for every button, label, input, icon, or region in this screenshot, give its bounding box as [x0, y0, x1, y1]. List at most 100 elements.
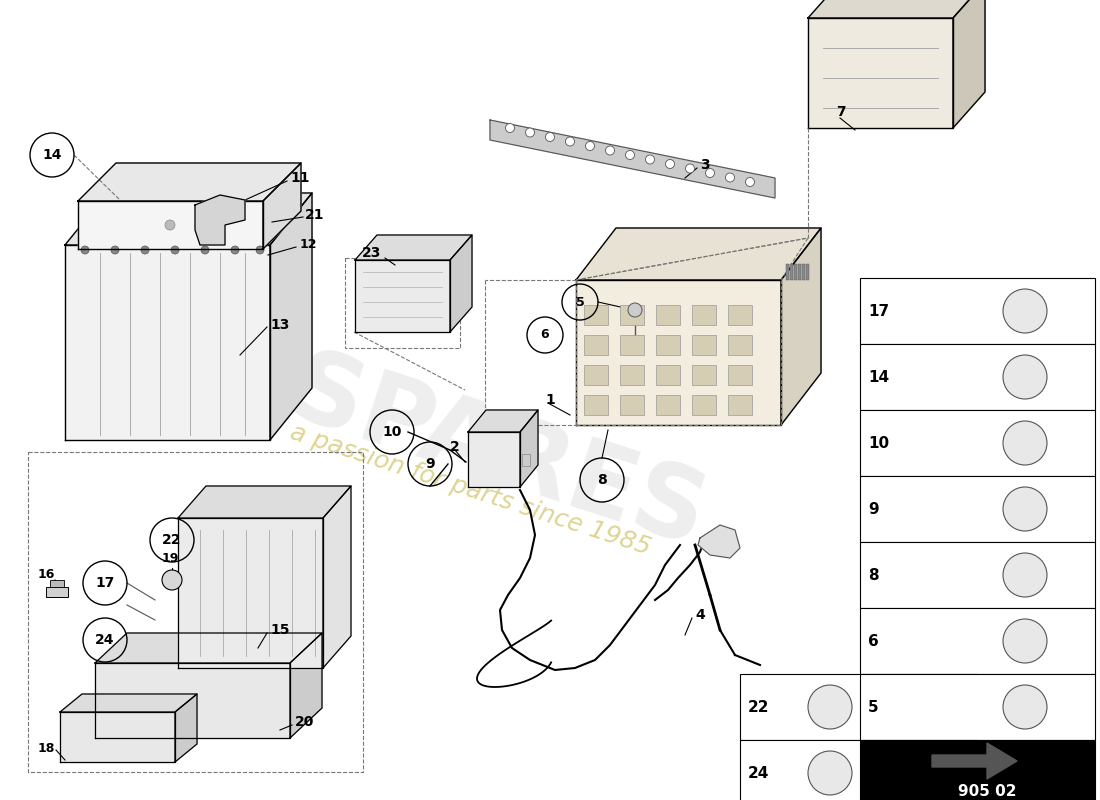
Bar	[620, 335, 644, 355]
Bar	[740, 674, 977, 740]
Text: 14: 14	[868, 370, 889, 385]
Circle shape	[585, 142, 594, 150]
Polygon shape	[290, 633, 322, 738]
Polygon shape	[95, 663, 290, 738]
Circle shape	[1003, 355, 1047, 399]
Bar	[656, 395, 680, 415]
Polygon shape	[490, 120, 776, 198]
Circle shape	[746, 178, 755, 186]
Bar	[28, 452, 363, 772]
Circle shape	[605, 146, 615, 155]
Polygon shape	[808, 18, 953, 128]
Bar	[860, 542, 1094, 608]
Polygon shape	[78, 163, 301, 201]
Circle shape	[565, 137, 574, 146]
Bar	[728, 365, 752, 385]
Polygon shape	[698, 525, 740, 558]
Text: 22: 22	[748, 699, 770, 714]
Text: 6: 6	[541, 329, 549, 342]
Bar	[728, 395, 752, 415]
Bar	[584, 305, 608, 325]
Bar	[692, 365, 716, 385]
Text: 905 02: 905 02	[958, 785, 1016, 799]
Circle shape	[705, 169, 715, 178]
Circle shape	[111, 246, 119, 254]
Text: 8: 8	[868, 567, 879, 582]
Polygon shape	[78, 201, 263, 249]
Bar	[584, 395, 608, 415]
Polygon shape	[195, 195, 245, 245]
Circle shape	[506, 123, 515, 133]
Polygon shape	[781, 228, 821, 425]
Text: 9: 9	[426, 457, 434, 471]
Circle shape	[646, 155, 654, 164]
Polygon shape	[808, 0, 984, 18]
Text: 6: 6	[868, 634, 879, 649]
Bar	[806, 264, 808, 280]
Bar	[728, 335, 752, 355]
Bar	[860, 674, 1094, 740]
Bar	[860, 344, 1094, 410]
Text: 16: 16	[39, 567, 55, 581]
Polygon shape	[953, 0, 984, 128]
Polygon shape	[95, 633, 322, 663]
Circle shape	[526, 128, 535, 137]
Circle shape	[170, 246, 179, 254]
Circle shape	[141, 246, 149, 254]
Polygon shape	[576, 228, 821, 280]
Bar	[790, 264, 793, 280]
Text: 2: 2	[450, 440, 460, 454]
Bar	[860, 476, 1094, 542]
Text: 22: 22	[163, 533, 182, 547]
Text: 10: 10	[383, 425, 402, 439]
Circle shape	[666, 159, 674, 169]
Text: GUSPARES: GUSPARES	[122, 292, 717, 568]
Polygon shape	[355, 260, 450, 332]
Text: 14: 14	[42, 148, 62, 162]
Text: 17: 17	[96, 576, 114, 590]
Circle shape	[1003, 421, 1047, 465]
Polygon shape	[468, 410, 538, 432]
Circle shape	[81, 246, 89, 254]
Bar	[786, 264, 789, 280]
Bar	[794, 264, 797, 280]
Polygon shape	[323, 486, 351, 668]
Circle shape	[165, 220, 175, 230]
Circle shape	[808, 685, 852, 729]
Text: 24: 24	[96, 633, 114, 647]
Bar	[692, 305, 716, 325]
Bar	[345, 258, 460, 348]
Text: a passion for parts since 1985: a passion for parts since 1985	[287, 420, 653, 560]
Bar	[620, 365, 644, 385]
Text: 10: 10	[868, 435, 889, 450]
Circle shape	[628, 303, 642, 317]
Bar	[656, 335, 680, 355]
Circle shape	[1003, 685, 1047, 729]
Text: 9: 9	[868, 502, 879, 517]
Bar	[692, 395, 716, 415]
Circle shape	[231, 246, 239, 254]
Polygon shape	[178, 486, 351, 518]
Text: 5: 5	[868, 699, 879, 714]
Circle shape	[1003, 553, 1047, 597]
Text: 11: 11	[290, 171, 309, 185]
Polygon shape	[576, 280, 781, 425]
Circle shape	[726, 173, 735, 182]
Bar	[656, 365, 680, 385]
Text: 1: 1	[544, 393, 554, 407]
Text: 19: 19	[162, 551, 179, 565]
Circle shape	[546, 133, 554, 142]
Polygon shape	[60, 712, 175, 762]
Bar	[802, 264, 805, 280]
Text: 23: 23	[362, 246, 382, 260]
Polygon shape	[263, 163, 301, 249]
Text: 15: 15	[270, 623, 289, 637]
Bar	[656, 305, 680, 325]
Text: 4: 4	[695, 608, 705, 622]
Text: 5: 5	[575, 295, 584, 309]
Text: 12: 12	[300, 238, 318, 251]
Text: 20: 20	[295, 715, 315, 729]
Polygon shape	[468, 432, 520, 487]
Polygon shape	[450, 235, 472, 332]
Bar	[740, 740, 977, 800]
